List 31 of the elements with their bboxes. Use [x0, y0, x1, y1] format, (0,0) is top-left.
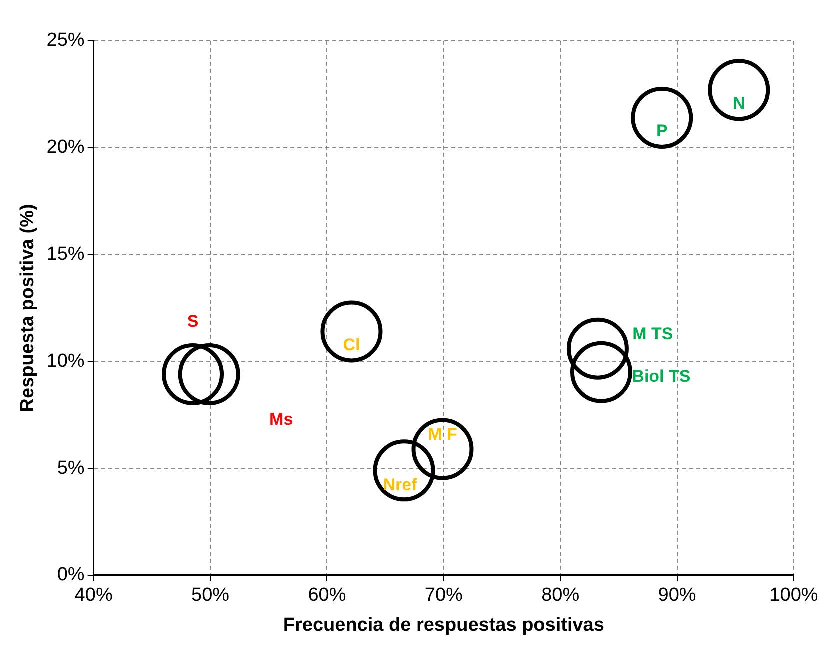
series-label: P — [656, 122, 668, 141]
point — [162, 343, 224, 406]
point — [570, 341, 632, 404]
y-tick-label: 25% — [46, 30, 85, 52]
x-tick-label: 70% — [424, 585, 464, 606]
y-tick-label: 5% — [57, 458, 85, 479]
y-tick-label: 15% — [46, 244, 85, 265]
y-tick-label: 10% — [46, 350, 85, 372]
y-tick-label: 0% — [57, 564, 85, 586]
series-label: S — [187, 312, 199, 332]
point — [320, 300, 383, 363]
series-label: Cl — [343, 335, 360, 354]
point — [708, 59, 770, 122]
x-tick-label: 50% — [192, 585, 230, 606]
series-label: Biol TS — [632, 367, 691, 386]
y-tick-label: 20% — [46, 137, 85, 158]
x-tick-label: 90% — [658, 585, 696, 606]
series-label: Nref — [383, 475, 418, 494]
series-label: M TS — [632, 324, 674, 344]
point — [631, 86, 694, 149]
series-label: N — [733, 94, 746, 113]
point — [178, 343, 240, 406]
x-tick-label: 60% — [308, 585, 346, 606]
series-label: M F — [428, 424, 458, 444]
point — [566, 318, 629, 380]
y-axis-title: Respuesta positiva (%) — [18, 204, 39, 412]
x-tick-label: 100% — [770, 585, 818, 606]
x-axis-title: Frecuencia de respuestas positivas — [283, 614, 604, 636]
x-tick-label: 80% — [542, 585, 580, 606]
text: Ms — [270, 410, 294, 430]
x-tick-label: 40% — [74, 585, 113, 606]
